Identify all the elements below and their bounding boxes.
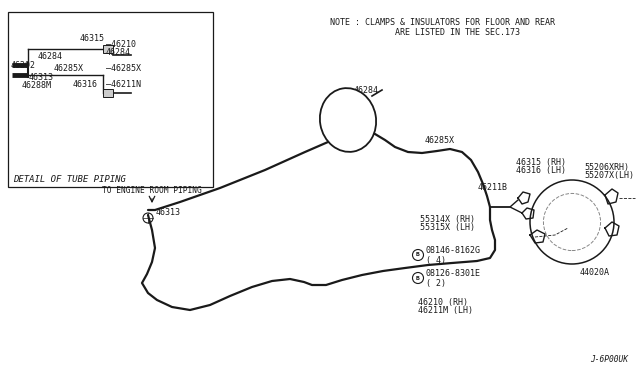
Text: 46202: 46202 bbox=[11, 61, 36, 70]
Text: —46285X: —46285X bbox=[106, 64, 141, 73]
Text: J-6P00UK: J-6P00UK bbox=[590, 355, 628, 364]
Text: 55206XRH): 55206XRH) bbox=[584, 163, 629, 172]
Text: 46210 (RH): 46210 (RH) bbox=[418, 298, 468, 307]
Text: 46288M: 46288M bbox=[22, 81, 52, 90]
Text: —46210: —46210 bbox=[106, 40, 136, 49]
Text: DETAIL OF TUBE PIPING: DETAIL OF TUBE PIPING bbox=[13, 175, 126, 184]
Text: 46315: 46315 bbox=[80, 34, 105, 43]
Text: 46211B: 46211B bbox=[478, 183, 508, 192]
Text: B: B bbox=[416, 276, 420, 280]
Bar bbox=[103, 89, 113, 97]
Text: 55314X (RH): 55314X (RH) bbox=[420, 215, 475, 224]
Text: 46284: 46284 bbox=[38, 52, 63, 61]
Text: NOTE : CLAMPS & INSULATORS FOR FLOOR AND REAR
             ARE LISTED IN THE SEC: NOTE : CLAMPS & INSULATORS FOR FLOOR AND… bbox=[330, 18, 555, 38]
Text: 46211M (LH): 46211M (LH) bbox=[418, 306, 473, 315]
Text: 46313: 46313 bbox=[156, 208, 181, 217]
Text: 55207X(LH): 55207X(LH) bbox=[584, 171, 634, 180]
Bar bbox=[8, 12, 213, 187]
Text: —46211N: —46211N bbox=[106, 80, 141, 89]
Text: B: B bbox=[416, 253, 420, 257]
Text: 46313: 46313 bbox=[29, 73, 54, 82]
Text: 44020A: 44020A bbox=[580, 268, 610, 277]
Text: 46315 (RH): 46315 (RH) bbox=[516, 158, 566, 167]
Text: 46316 (LH): 46316 (LH) bbox=[516, 166, 566, 175]
Text: 46284: 46284 bbox=[106, 48, 131, 57]
Text: 46285X: 46285X bbox=[54, 64, 84, 73]
Text: 46284: 46284 bbox=[354, 86, 379, 95]
Text: ( 2): ( 2) bbox=[426, 279, 446, 288]
Text: 55315X (LH): 55315X (LH) bbox=[420, 223, 475, 232]
Ellipse shape bbox=[320, 88, 376, 152]
Text: TO ENGINE ROOM PIPING: TO ENGINE ROOM PIPING bbox=[102, 186, 202, 195]
Text: 08126-8301E: 08126-8301E bbox=[426, 269, 481, 278]
Text: 08146-8162G: 08146-8162G bbox=[426, 246, 481, 255]
Bar bbox=[103, 45, 113, 53]
Text: 46316: 46316 bbox=[73, 80, 98, 89]
Text: 46285X: 46285X bbox=[425, 136, 455, 145]
Text: ( 4): ( 4) bbox=[426, 256, 446, 265]
